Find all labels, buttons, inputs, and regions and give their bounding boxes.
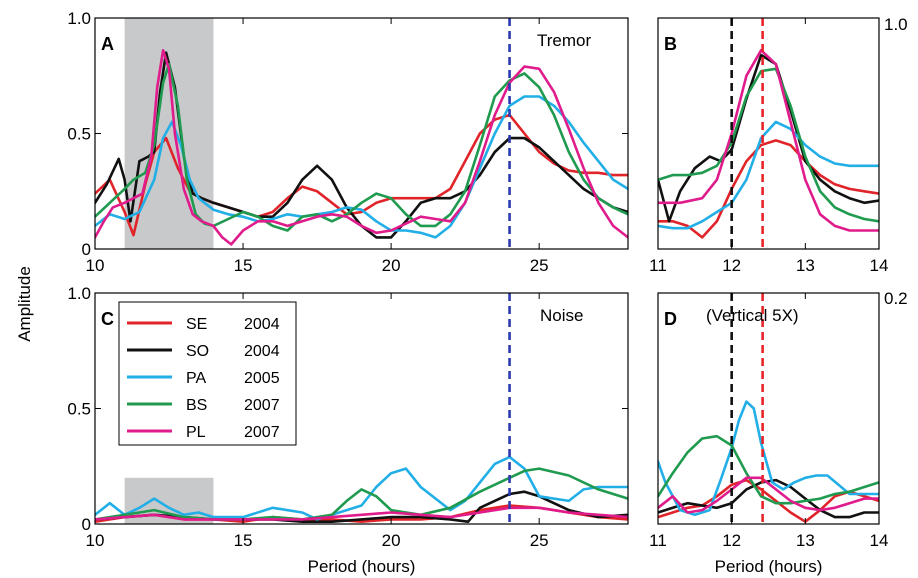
x-tick-label: 13: [796, 531, 815, 550]
panel-letter: A: [101, 34, 114, 54]
legend-series-year: 2005: [244, 370, 280, 387]
series-line-bs-2007: [95, 62, 628, 232]
legend-series-year: 2007: [244, 397, 280, 414]
panel-letter: B: [664, 34, 677, 54]
series-line-pa-2005: [95, 455, 628, 521]
x-tick-label: 11: [649, 256, 667, 275]
y-tick-label: 0: [82, 515, 91, 534]
legend-series-year: 2004: [244, 316, 280, 333]
legend-series-name: SO: [186, 343, 209, 360]
x-axis-label: Period (hours): [715, 557, 823, 576]
x-tick-label: 15: [234, 256, 253, 275]
panel-annotation: Noise: [540, 306, 583, 325]
legend-series-name: PA: [186, 370, 206, 387]
x-axis-label: Period (hours): [308, 557, 416, 576]
legend-series-year: 2004: [244, 343, 280, 360]
x-tick-label: 12: [722, 256, 741, 275]
x-tick-label: 25: [530, 256, 549, 275]
x-tick-label: 12: [722, 531, 741, 550]
legend-box: [118, 301, 297, 446]
y-axis-label: Amplitude: [15, 266, 34, 342]
legend-series-name: BS: [186, 397, 207, 414]
legend-series-name: SE: [186, 316, 207, 333]
x-tick-label: 10: [86, 256, 105, 275]
x-tick-label: 14: [870, 531, 889, 550]
panel-B: 11 12 13 14 B: [649, 17, 889, 275]
plot-frame: [657, 17, 880, 250]
y-tick-label: 1.0: [67, 9, 91, 28]
series-group: [658, 400, 879, 523]
x-tick-label: 25: [530, 531, 549, 550]
legend: SE 2004 SO 2004 PA 2005 BS 2007 PL 2007: [118, 301, 297, 446]
series-line-pl-2007: [95, 49, 628, 246]
series-line-se-2004: [658, 139, 879, 239]
series-line-so-2004: [658, 53, 879, 223]
x-tick-label: 13: [796, 256, 815, 275]
plot-frame: [657, 292, 880, 525]
x-tick-label: 11: [649, 531, 667, 550]
series-line-pl-2007: [658, 49, 879, 232]
series-line-so-2004: [658, 478, 879, 519]
panel-letter: D: [664, 309, 677, 329]
x-tick-label: 15: [234, 531, 253, 550]
panel-annotation: Tremor: [537, 31, 591, 50]
series-line-bs-2007: [658, 434, 879, 505]
legend-series-name: PL: [186, 424, 206, 441]
x-tick-label: 14: [870, 256, 889, 275]
x-tick-label: 20: [382, 531, 401, 550]
x-tick-label: 20: [382, 256, 401, 275]
panel-letter: C: [101, 309, 114, 329]
panels: 10 15 20 25 0 0.5 1.0 A Tremor 11 12 13 14 B 10 15 20 25 0…: [67, 9, 888, 576]
y-tick-label: 0.5: [67, 125, 91, 144]
series-line-pl-2007: [658, 476, 879, 514]
series-group: [95, 49, 628, 246]
series-line-so-2004: [95, 51, 628, 239]
series-line-bs-2007: [658, 67, 879, 223]
legend-series-year: 2007: [244, 424, 280, 441]
x-tick-label: 10: [86, 531, 105, 550]
right-scale-label-bottom: 0.2: [884, 289, 908, 308]
y-tick-label: 0.5: [67, 400, 91, 419]
panel-D: 11 12 13 14 D (Vertical 5X) Period (hours): [649, 292, 889, 576]
series-line-pl-2007: [95, 506, 628, 521]
series-line-pa-2005: [658, 120, 879, 230]
series-line-pa-2005: [658, 400, 879, 517]
y-tick-label: 1.0: [67, 284, 91, 303]
y-tick-label: 0: [82, 240, 91, 259]
series-group: [658, 49, 879, 239]
panel-annotation: (Vertical 5X): [706, 306, 799, 325]
panel-C: 10 15 20 25 0 0.5 1.0 C Noise Period (hours): [67, 284, 629, 576]
right-scale-label-top: 1.0: [884, 15, 908, 34]
panel-A: 10 15 20 25 0 0.5 1.0 A Tremor: [67, 9, 629, 275]
series-group: [95, 455, 628, 523]
